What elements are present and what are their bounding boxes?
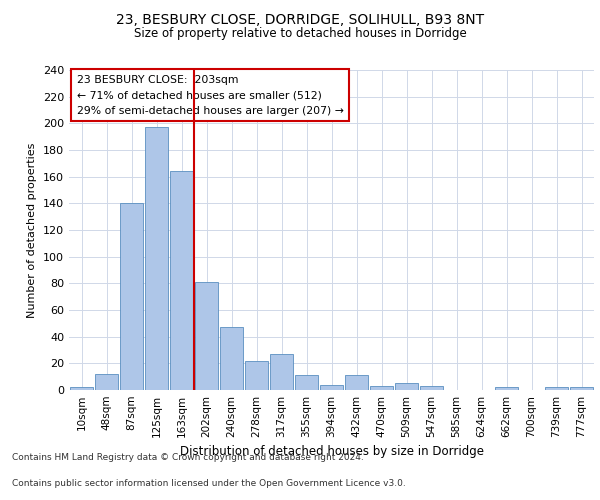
X-axis label: Distribution of detached houses by size in Dorridge: Distribution of detached houses by size … — [179, 446, 484, 458]
Text: 23, BESBURY CLOSE, DORRIDGE, SOLIHULL, B93 8NT: 23, BESBURY CLOSE, DORRIDGE, SOLIHULL, B… — [116, 12, 484, 26]
Bar — [95, 374, 118, 390]
Text: Size of property relative to detached houses in Dorridge: Size of property relative to detached ho… — [134, 28, 466, 40]
Bar — [420, 386, 443, 390]
Bar — [270, 354, 293, 390]
Bar — [70, 388, 93, 390]
Bar — [295, 376, 318, 390]
Bar — [570, 388, 593, 390]
Text: 23 BESBURY CLOSE:  203sqm
← 71% of detached houses are smaller (512)
29% of semi: 23 BESBURY CLOSE: 203sqm ← 71% of detach… — [77, 75, 344, 116]
Bar — [220, 328, 243, 390]
Bar — [120, 204, 143, 390]
Bar — [170, 172, 193, 390]
Bar — [345, 376, 368, 390]
Y-axis label: Number of detached properties: Number of detached properties — [28, 142, 37, 318]
Bar — [320, 384, 343, 390]
Bar — [370, 386, 393, 390]
Bar — [245, 360, 268, 390]
Bar — [395, 384, 418, 390]
Bar — [195, 282, 218, 390]
Bar — [545, 388, 568, 390]
Bar — [145, 128, 168, 390]
Text: Contains public sector information licensed under the Open Government Licence v3: Contains public sector information licen… — [12, 478, 406, 488]
Bar — [495, 388, 518, 390]
Text: Contains HM Land Registry data © Crown copyright and database right 2024.: Contains HM Land Registry data © Crown c… — [12, 454, 364, 462]
